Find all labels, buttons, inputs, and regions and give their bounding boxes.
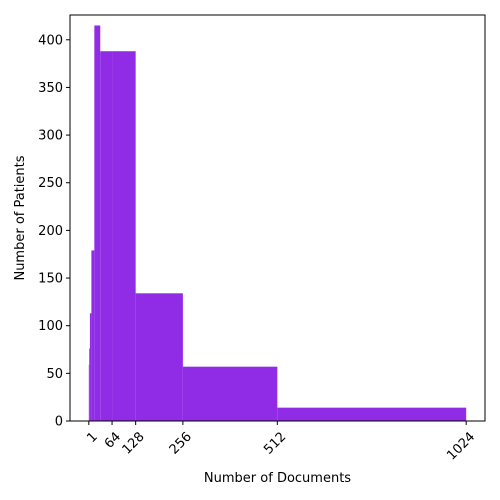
y-tick-label: 400	[38, 33, 63, 48]
y-tick-label: 200	[38, 224, 63, 239]
histogram-bar	[94, 25, 101, 421]
x-axis-label: Number of Documents	[204, 471, 351, 486]
y-tick-label: 350	[38, 81, 63, 96]
y-tick-label: 250	[38, 176, 63, 191]
y-axis-label: Number of Patients	[13, 155, 28, 280]
histogram-bar	[88, 364, 90, 421]
histogram-bars	[88, 25, 467, 421]
histogram-bar	[91, 250, 95, 421]
x-tick-label: 512	[261, 429, 289, 457]
histogram-bar	[182, 366, 278, 421]
y-tick-label: 100	[38, 319, 63, 334]
histogram-bar	[135, 293, 183, 421]
histogram-bar	[100, 51, 113, 421]
x-tick-label: 1	[84, 429, 100, 445]
histogram-bar	[89, 313, 92, 421]
y-tick-label: 50	[46, 367, 63, 382]
plot-frame	[69, 14, 486, 422]
y-tick-label: 300	[38, 129, 63, 144]
x-tick-label: 256	[167, 429, 195, 457]
y-axis-ticks: 0 50 100 150 200 250 300 350 400	[38, 33, 70, 430]
histogram-bar	[277, 407, 467, 421]
y-tick-label: 0	[55, 415, 63, 430]
histogram-bar	[89, 348, 90, 421]
histogram-bar	[112, 51, 136, 421]
y-tick-label: 150	[38, 272, 63, 287]
x-tick-label: 128	[120, 429, 148, 457]
x-tick-label: 1024	[444, 429, 478, 463]
